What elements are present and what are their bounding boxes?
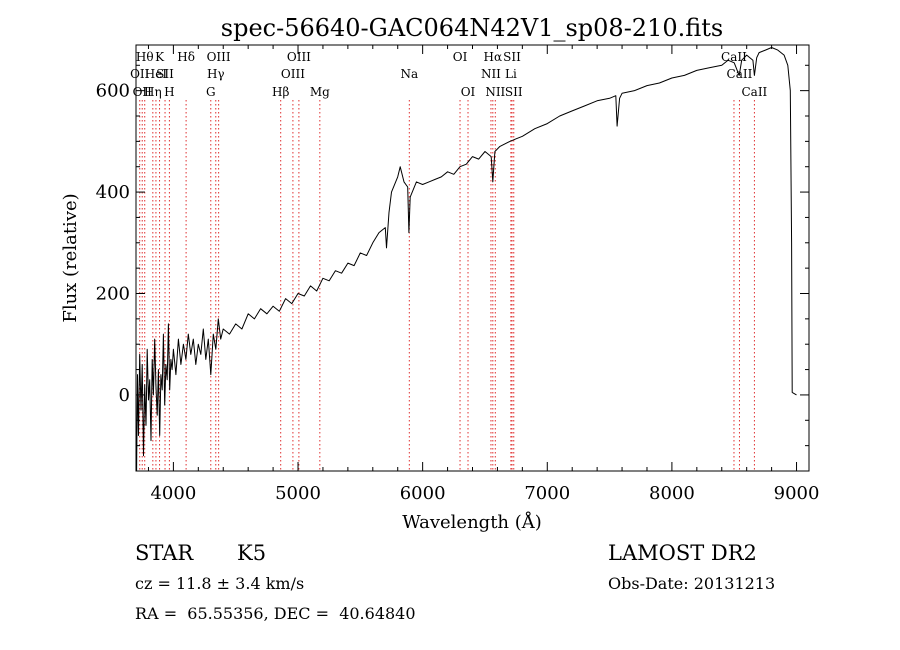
x-tick-label: 7000 xyxy=(524,483,570,504)
observation-date: Obs-Date: 20131213 xyxy=(608,574,776,593)
spectral-line-label: SII xyxy=(503,50,521,64)
spectral-line-label: SII xyxy=(156,67,174,81)
spectral-line-label: Hβ xyxy=(272,85,289,99)
spectral-line-label: CaII xyxy=(721,50,747,64)
spectral-line-label: SII xyxy=(505,85,523,99)
coordinates: RA = 65.55356, DEC = 40.64840 xyxy=(135,604,416,623)
x-tick-label: 6000 xyxy=(400,483,446,504)
line-markers-layer: OII OII Hθ Hη HeI K SII H Hδ G Hγ OIII Hβ OIII OIII Mg N… xyxy=(130,50,768,471)
spectral-line-label: Li xyxy=(505,67,517,81)
spectral-line-label: K xyxy=(155,50,165,64)
spectral-line-label: Hη xyxy=(144,85,162,99)
spectral-line-label: Hθ xyxy=(136,50,154,64)
spectral-line-label: OIII xyxy=(207,50,231,64)
spectral-line-label: CaII xyxy=(741,85,767,99)
chart-title: spec-56640-GAC064N42V1_sp08-210.fits xyxy=(221,14,723,42)
spectrum-layer xyxy=(136,47,797,472)
spectral-line-label: Hδ xyxy=(177,50,195,64)
spectral-line-label: Hα xyxy=(484,50,503,64)
spectrum-series xyxy=(136,47,797,472)
object-class: STAR xyxy=(135,541,194,565)
y-tick-label: 600 xyxy=(96,81,130,102)
spectral-line-label: Mg xyxy=(310,85,330,99)
x-axis-label: Wavelength (Å) xyxy=(402,511,542,533)
y-tick-label: 0 xyxy=(119,385,130,406)
x-tick-label: 5000 xyxy=(275,483,321,504)
x-tick-label: 4000 xyxy=(150,483,196,504)
x-tick-label: 9000 xyxy=(774,483,820,504)
survey-name: LAMOST DR2 xyxy=(608,541,757,565)
spectral-line-label: OIII xyxy=(281,67,305,81)
y-axis-label: Flux (relative) xyxy=(60,193,81,322)
spectral-line-label: G xyxy=(206,85,216,99)
spectral-line-label: H xyxy=(164,85,174,99)
spectral-line-label: HeI xyxy=(145,67,168,81)
spectral-line-label: Hγ xyxy=(207,67,225,81)
spectral-line-label: Na xyxy=(400,67,418,81)
y-tick-label: 200 xyxy=(96,284,130,305)
spectral-line-label: OII xyxy=(130,67,150,81)
spectral-line-label: OII xyxy=(133,85,153,99)
spectral-line-label: NII xyxy=(481,67,501,81)
spectral-subclass: K5 xyxy=(237,541,267,565)
redshift-cz: cz = 11.8 ± 3.4 km/s xyxy=(135,574,305,593)
spectral-line-label: OI xyxy=(453,50,468,64)
y-tick-label: 400 xyxy=(96,182,130,203)
spectral-line-label: OI xyxy=(461,85,476,99)
plot-frame xyxy=(135,44,810,472)
spectral-line-label: NII xyxy=(485,85,505,99)
axes-layer: 4000 5000 6000 7000 8000 9000 0 200 400 600 xyxy=(96,45,820,504)
x-tick-label: 8000 xyxy=(649,483,695,504)
spectral-line-label: OIII xyxy=(287,50,311,64)
